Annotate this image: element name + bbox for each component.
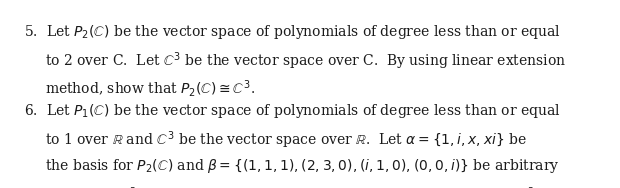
- Text: to 1 over $\mathbb{R}$ and $\mathbb{C}^3$ be the vector space over $\mathbb{R}$.: to 1 over $\mathbb{R}$ and $\mathbb{C}^3…: [45, 129, 526, 151]
- Text: vectors in $\mathbb{C}^3$.  Determine whether linear transformation $T : P_1(\ma: vectors in $\mathbb{C}^3$. Determine whe…: [45, 185, 535, 188]
- Text: to 2 over C.  Let $\mathbb{C}^3$ be the vector space over C.  By using linear ex: to 2 over C. Let $\mathbb{C}^3$ be the v…: [45, 50, 566, 72]
- Text: 6.  Let $P_1(\mathbb{C})$ be the vector space of polynomials of degree less than: 6. Let $P_1(\mathbb{C})$ be the vector s…: [24, 102, 560, 120]
- Text: method, show that $P_2(\mathbb{C}) \cong \mathbb{C}^3$.: method, show that $P_2(\mathbb{C}) \cong…: [45, 78, 255, 99]
- Text: 5.  Let $P_2(\mathbb{C})$ be the vector space of polynomials of degree less than: 5. Let $P_2(\mathbb{C})$ be the vector s…: [24, 23, 560, 41]
- Text: the basis for $P_2(\mathbb{C})$ and $\beta = \{(1, 1, 1), (2, 3, 0), (i, 1, 0), : the basis for $P_2(\mathbb{C})$ and $\be…: [45, 157, 559, 175]
